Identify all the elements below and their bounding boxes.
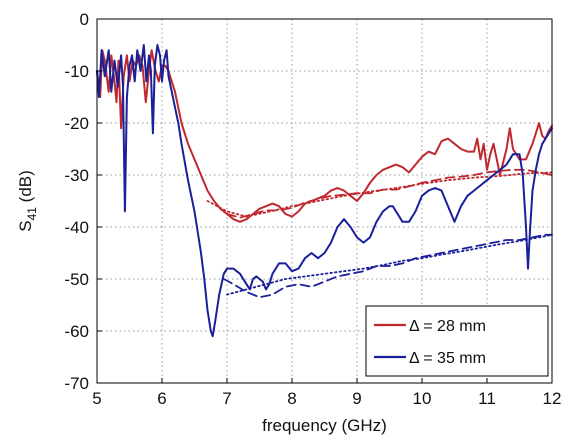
x-axis-label: frequency (GHz) [262, 416, 387, 435]
plot-frame [96, 18, 553, 384]
y-axis-label-subscript: 41 [25, 207, 39, 221]
y-axis-label: S41 (dB) [16, 170, 39, 232]
y-tick-label: -20 [64, 114, 89, 133]
series-line-dotted-5 [226, 233, 553, 296]
x-tick-label: 9 [352, 389, 361, 408]
legend-label-35mm: Δ = 35 mm [409, 350, 486, 367]
series-line-solid-0 [96, 49, 553, 223]
y-tick-label: -30 [64, 166, 89, 185]
y-axis-label-unit: (dB) [16, 170, 35, 207]
y-tick-label: -70 [64, 374, 89, 393]
legend-label-28mm: Δ = 28 mm [409, 318, 486, 335]
y-tick-label: -50 [64, 270, 89, 289]
legend-box [365, 305, 549, 377]
series-group [96, 44, 553, 338]
legend: Δ = 28 mm Δ = 35 mm [365, 305, 549, 377]
y-axis-label-main: S [16, 220, 35, 231]
x-tick-label: 11 [478, 389, 496, 408]
series-line-dashed-4 [222, 233, 553, 299]
y-tick-label: -10 [64, 62, 89, 81]
y-tick-label: 0 [80, 10, 89, 29]
x-tick-label: 6 [157, 389, 166, 408]
x-tick-label: 10 [413, 389, 432, 408]
series-line-solid-3 [96, 44, 553, 338]
x-tick-label: 5 [92, 389, 101, 408]
y-tick-label: -60 [64, 322, 89, 341]
axis-ticks: 5 6 7 8 9 10 11 12 0 -10 -20 -30 -40 -50 -60 -70 [64, 10, 561, 408]
x-tick-label: 8 [287, 389, 296, 408]
x-tick-label: 7 [222, 389, 231, 408]
y-tick-label: -40 [64, 218, 89, 237]
x-tick-label: 12 [543, 389, 562, 408]
series-line-dashed-1 [226, 168, 553, 219]
